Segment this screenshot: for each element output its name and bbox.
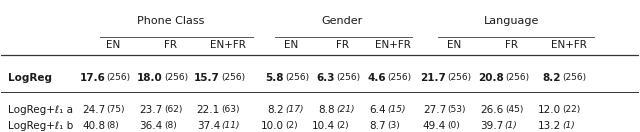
Text: (256): (256): [221, 73, 245, 82]
Text: (256): (256): [562, 73, 586, 82]
Text: 49.4: 49.4: [423, 121, 446, 131]
Text: (256): (256): [285, 73, 309, 82]
Text: 15.7: 15.7: [194, 73, 220, 83]
Text: 40.8: 40.8: [82, 121, 105, 131]
Text: (256): (256): [505, 73, 529, 82]
Text: (75): (75): [106, 105, 125, 114]
Text: (63): (63): [221, 105, 240, 114]
Text: 10.0: 10.0: [260, 121, 284, 131]
Text: 21.7: 21.7: [420, 73, 446, 83]
Text: (256): (256): [336, 73, 360, 82]
Text: 5.8: 5.8: [265, 73, 284, 83]
Text: 8.2: 8.2: [542, 73, 561, 83]
Text: FR: FR: [505, 40, 518, 50]
Text: LogReg+ℓ₁ a: LogReg+ℓ₁ a: [8, 105, 73, 115]
Text: (8): (8): [164, 121, 177, 130]
Text: (11): (11): [221, 121, 240, 130]
Text: 10.4: 10.4: [312, 121, 335, 131]
Text: FR: FR: [164, 40, 177, 50]
Text: 36.4: 36.4: [140, 121, 163, 131]
Text: 6.3: 6.3: [316, 73, 335, 83]
Text: (45): (45): [505, 105, 523, 114]
Text: 18.0: 18.0: [137, 73, 163, 83]
Text: 17.6: 17.6: [79, 73, 105, 83]
Text: 4.6: 4.6: [367, 73, 386, 83]
Text: 8.2: 8.2: [267, 105, 284, 115]
Text: (17): (17): [285, 105, 303, 114]
Text: (0): (0): [447, 121, 460, 130]
Text: FR: FR: [336, 40, 349, 50]
Text: 13.2: 13.2: [538, 121, 561, 131]
Text: EN: EN: [447, 40, 461, 50]
Text: (8): (8): [106, 121, 119, 130]
Text: Phone Class: Phone Class: [136, 16, 204, 26]
Text: 12.0: 12.0: [538, 105, 561, 115]
Text: LogReg: LogReg: [8, 73, 52, 83]
Text: EN+FR: EN+FR: [375, 40, 412, 50]
Text: (1): (1): [562, 121, 575, 130]
Text: 37.4: 37.4: [196, 121, 220, 131]
Text: (22): (22): [562, 105, 580, 114]
Text: 20.8: 20.8: [478, 73, 504, 83]
Text: (256): (256): [164, 73, 188, 82]
Text: (256): (256): [106, 73, 131, 82]
Text: (15): (15): [387, 105, 405, 114]
Text: 23.7: 23.7: [140, 105, 163, 115]
Text: 8.7: 8.7: [369, 121, 386, 131]
Text: EN+FR: EN+FR: [550, 40, 586, 50]
Text: (1): (1): [505, 121, 518, 130]
Text: (2): (2): [336, 121, 349, 130]
Text: Gender: Gender: [322, 16, 363, 26]
Text: EN: EN: [284, 40, 298, 50]
Text: (3): (3): [387, 121, 399, 130]
Text: EN: EN: [106, 40, 120, 50]
Text: 26.6: 26.6: [480, 105, 504, 115]
Text: (2): (2): [285, 121, 298, 130]
Text: 8.8: 8.8: [318, 105, 335, 115]
Text: (53): (53): [447, 105, 466, 114]
Text: 22.1: 22.1: [196, 105, 220, 115]
Text: EN+FR: EN+FR: [210, 40, 246, 50]
Text: (21): (21): [336, 105, 355, 114]
Text: (256): (256): [387, 73, 411, 82]
Text: Language: Language: [483, 16, 539, 26]
Text: 39.7: 39.7: [480, 121, 504, 131]
Text: 6.4: 6.4: [369, 105, 386, 115]
Text: 24.7: 24.7: [82, 105, 105, 115]
Text: (62): (62): [164, 105, 182, 114]
Text: (256): (256): [447, 73, 472, 82]
Text: LogReg+ℓ₁ b: LogReg+ℓ₁ b: [8, 121, 73, 131]
Text: 27.7: 27.7: [423, 105, 446, 115]
